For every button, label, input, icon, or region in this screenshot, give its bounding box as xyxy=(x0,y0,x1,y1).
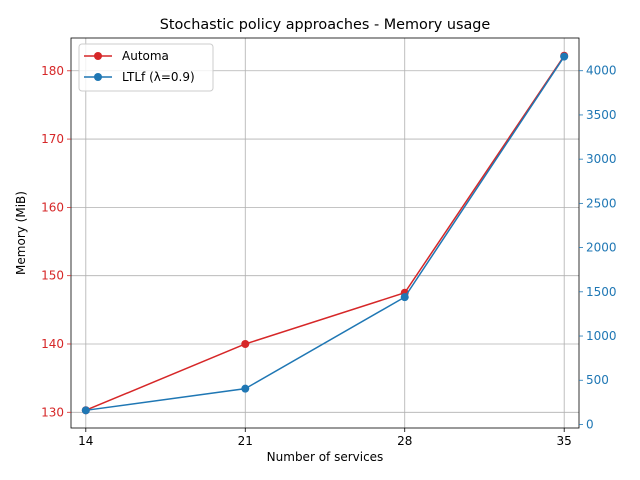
grid xyxy=(71,38,579,428)
chart-title: Stochastic policy approaches - Memory us… xyxy=(160,17,491,33)
data-point xyxy=(400,293,409,302)
y-right-tick-label: 2500 xyxy=(586,196,617,210)
y-right-tick-label: 1000 xyxy=(586,329,617,343)
x-tick-label: 35 xyxy=(557,434,572,448)
legend-marker xyxy=(94,52,102,60)
y-axis-left-ticks: 130 140 150 160 170 180 xyxy=(41,64,71,419)
legend-entry: LTLf (λ=0.9) xyxy=(84,70,195,84)
y-left-tick-label: 180 xyxy=(41,64,64,78)
legend-label: Automa xyxy=(122,49,169,63)
y-axis-label: Memory (MiB) xyxy=(14,191,28,275)
data-point xyxy=(81,406,90,415)
y-left-tick-label: 160 xyxy=(41,200,64,214)
data-point xyxy=(560,52,569,61)
y-right-tick-label: 4000 xyxy=(586,64,617,78)
legend-box xyxy=(78,43,214,92)
x-tick-label: 21 xyxy=(238,434,253,448)
series-line xyxy=(85,55,565,411)
legend-label: LTLf (λ=0.9) xyxy=(122,70,195,84)
plot-frame xyxy=(70,37,580,429)
y-right-tick-label: 1500 xyxy=(586,285,617,299)
series-line xyxy=(85,56,565,412)
y-right-tick-label: 500 xyxy=(586,373,609,387)
y-right-tick-label: 2000 xyxy=(586,241,617,255)
y-left-tick-label: 140 xyxy=(41,337,64,351)
legend-marker xyxy=(94,73,102,81)
x-tick-label: 28 xyxy=(397,434,412,448)
y-right-tick-label: 3500 xyxy=(586,108,617,122)
y-left-tick-label: 170 xyxy=(41,132,64,146)
x-tick-label: 14 xyxy=(78,434,93,448)
y-right-tick-label: 0 xyxy=(586,417,594,431)
data-point xyxy=(241,339,250,348)
x-axis-ticks: 14 21 28 35 xyxy=(78,428,572,448)
y-left-tick-label: 130 xyxy=(41,405,64,419)
data-point xyxy=(241,384,250,393)
y-right-tick-label: 3000 xyxy=(586,152,617,166)
y-left-tick-label: 150 xyxy=(41,269,64,283)
series-2 xyxy=(81,52,569,415)
y-axis-right-ticks: 0 500 1000 1500 2000 2500 3000 3500 4000 xyxy=(579,64,617,431)
x-axis-label: Number of services xyxy=(267,450,384,464)
legend: Automa LTLf (λ=0.9) xyxy=(78,43,214,92)
legend-entry: Automa xyxy=(84,49,169,63)
series-layer xyxy=(81,51,569,415)
